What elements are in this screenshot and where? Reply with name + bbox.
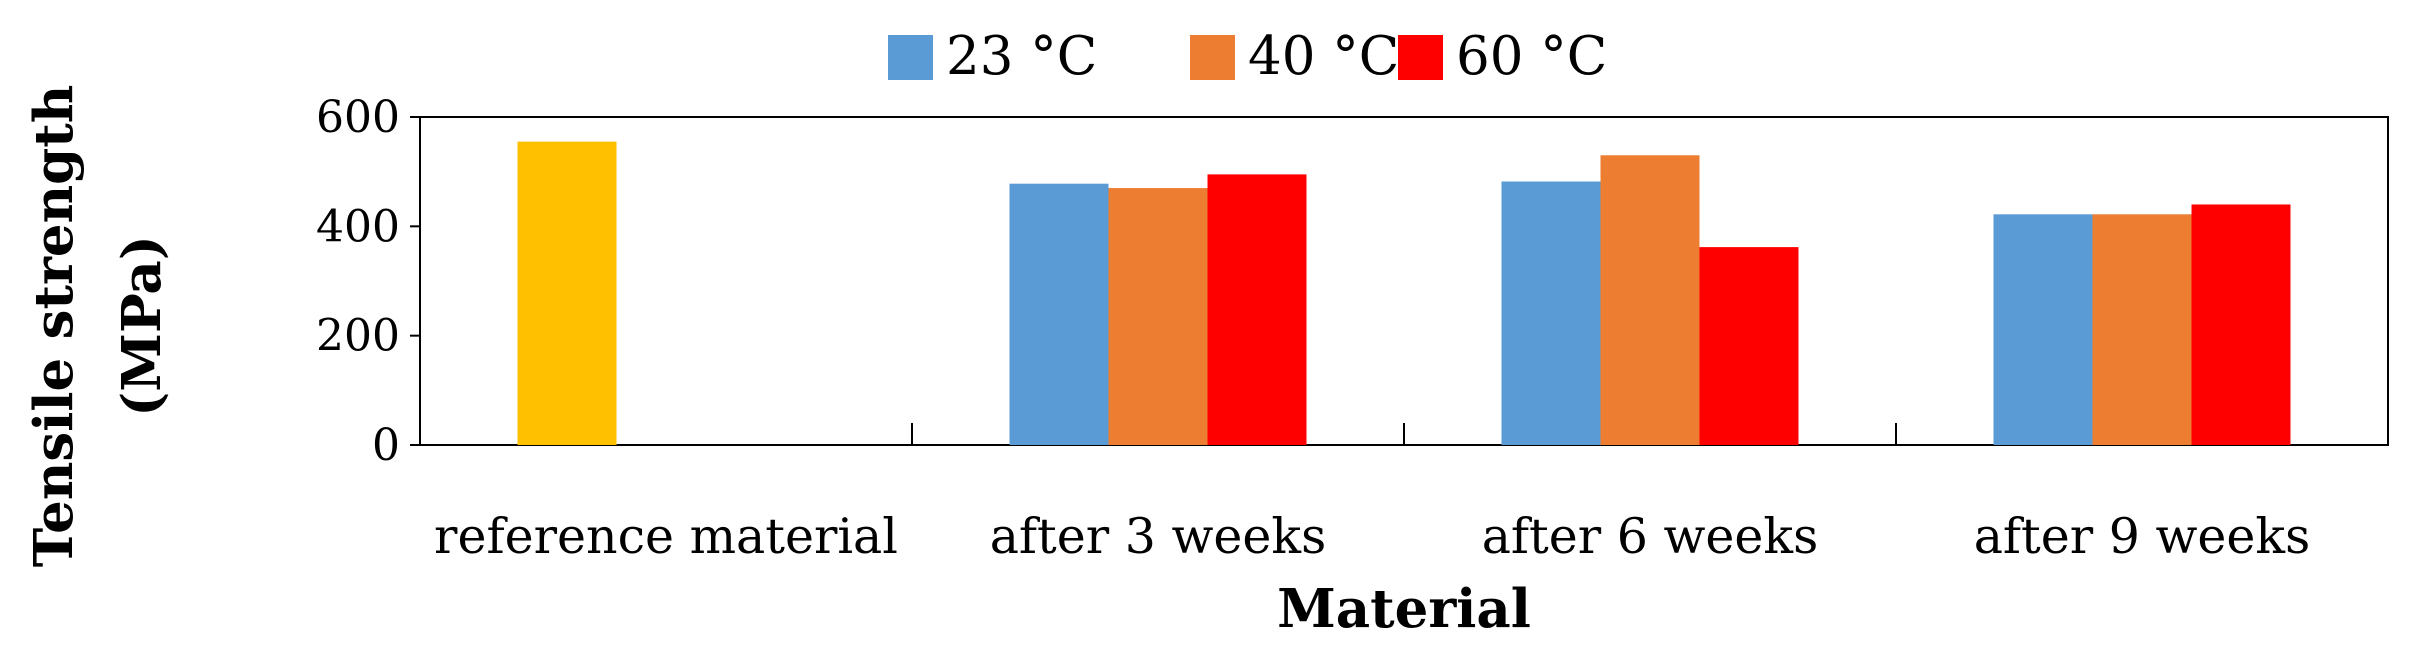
- bar-23-c-after-9-weeks: [1993, 214, 2093, 445]
- bar-60-c-after-6-weeks: [1699, 247, 1799, 445]
- legend-label-60-c: 60 °C: [1456, 26, 1607, 87]
- y-axis-title: Tensile strength (MPa): [23, 85, 173, 567]
- y-tick-label: 200: [316, 311, 400, 362]
- x-axis-title: Material: [1277, 578, 1531, 640]
- x-tick-label-after-3-weeks: after 3 weeks: [990, 508, 1327, 565]
- bar-reference-material: [517, 141, 617, 445]
- bar-40-c-after-3-weeks: [1108, 188, 1208, 446]
- y-tick-label: 0: [372, 420, 400, 471]
- x-tick-label-after-6-weeks: after 6 weeks: [1482, 508, 1819, 565]
- legend-swatch-23-c: [888, 35, 933, 80]
- legend-label-40-c: 40 °C: [1248, 26, 1399, 87]
- bar-60-c-after-9-weeks: [2191, 204, 2291, 445]
- y-axis-title-line: (MPa): [111, 235, 173, 417]
- bar-23-c-after-3-weeks: [1009, 183, 1109, 445]
- legend-swatch-40-c: [1190, 35, 1235, 80]
- bar-40-c-after-9-weeks: [2092, 214, 2192, 445]
- y-axis-title-line: Tensile strength: [23, 85, 85, 567]
- x-tick-label-after-9-weeks: after 9 weeks: [1974, 508, 2311, 565]
- legend-label-23-c: 23 °C: [946, 26, 1097, 87]
- y-tick-label: 600: [316, 92, 400, 143]
- legend-swatch-60-c: [1398, 35, 1443, 80]
- bar-23-c-after-6-weeks: [1501, 181, 1601, 446]
- x-tick-label-reference-material: reference material: [434, 508, 898, 565]
- legend: 23 °C 40 °C 60 °C: [888, 26, 1607, 87]
- plot-area: 0 200 400 600 reference material after 3 week…: [316, 92, 2389, 565]
- y-tick-label: 400: [316, 201, 400, 252]
- bar-40-c-after-6-weeks: [1600, 155, 1700, 445]
- bar-60-c-after-3-weeks: [1207, 174, 1307, 445]
